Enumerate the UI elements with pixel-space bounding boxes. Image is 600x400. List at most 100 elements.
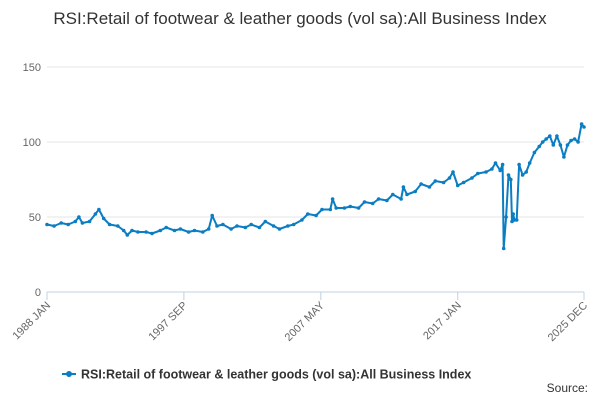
data-point: [517, 162, 521, 167]
data-point: [532, 150, 537, 155]
data-point: [500, 162, 505, 167]
chart-title: RSI:Retail of footwear & leather goods (…: [53, 9, 547, 28]
data-point: [509, 177, 513, 182]
data-point: [551, 143, 556, 147]
data-point: [158, 228, 163, 233]
data-point: [136, 230, 140, 234]
data-point: [243, 225, 248, 230]
data-point: [80, 221, 85, 225]
data-point: [501, 246, 506, 251]
series-layer: [45, 122, 586, 251]
source-label: Source:: [546, 381, 588, 395]
data-point: [562, 155, 566, 159]
data-point: [419, 182, 423, 186]
data-point: [215, 224, 219, 228]
data-point: [334, 206, 339, 210]
data-point: [520, 173, 525, 177]
data-point: [511, 212, 515, 216]
data-point: [447, 176, 452, 180]
data-point: [271, 224, 276, 228]
data-point: [328, 207, 333, 212]
data-point: [144, 230, 148, 234]
y-tick-label: 150: [23, 62, 41, 74]
data-point: [97, 207, 101, 212]
data-point: [490, 167, 494, 171]
data-point: [87, 219, 92, 224]
data-point: [362, 200, 367, 204]
data-point: [506, 173, 511, 177]
data-point: [52, 224, 56, 228]
data-point: [125, 233, 130, 237]
data-point: [376, 197, 381, 201]
data-point: [572, 137, 577, 141]
data-point: [59, 221, 63, 225]
data-point: [476, 171, 480, 176]
data-point: [548, 134, 552, 138]
data-point: [405, 192, 409, 197]
data-point: [493, 161, 498, 165]
data-point: [342, 206, 347, 210]
data-point: [306, 212, 310, 216]
data-point: [504, 215, 508, 219]
data-point: [107, 222, 112, 227]
data-point: [399, 197, 403, 201]
data-point: [221, 222, 225, 227]
data-point: [93, 212, 98, 216]
data-point: [77, 215, 81, 219]
y-axis: 0 50 100 150: [23, 62, 41, 299]
data-point: [45, 222, 49, 227]
y-tick-label: 50: [29, 212, 41, 224]
data-point: [427, 185, 432, 189]
data-point: [455, 183, 460, 188]
series-line: [46, 123, 585, 250]
x-tick-label: 2007 MAY: [283, 299, 328, 344]
data-point: [320, 207, 324, 212]
data-point: [385, 198, 389, 203]
data-point: [565, 143, 570, 147]
data-point: [569, 138, 573, 143]
data-point: [164, 225, 168, 230]
data-point: [391, 192, 395, 197]
data-point: [257, 225, 262, 230]
data-point: [484, 170, 488, 174]
data-point: [470, 176, 474, 180]
data-point: [101, 216, 106, 221]
data-point: [286, 224, 290, 228]
data-point: [461, 180, 466, 185]
data-point: [206, 227, 211, 231]
data-point: [210, 213, 214, 218]
data-point: [537, 144, 541, 149]
data-point: [116, 224, 120, 228]
data-point: [540, 140, 545, 144]
data-point: [524, 170, 528, 174]
data-point: [66, 222, 70, 227]
data-point: [514, 218, 519, 222]
x-axis: 1988 JAN 1997 SEP 2007 MAY 2017 JAN 2025 DEC: [10, 291, 590, 344]
data-point: [579, 122, 584, 126]
x-tick-label: 2025 DEC: [546, 300, 590, 344]
data-point: [249, 222, 253, 227]
data-point: [527, 161, 532, 165]
legend-label[interactable]: RSI:Retail of footwear & leather goods (…: [81, 368, 471, 382]
data-point: [348, 204, 353, 209]
data-point: [277, 227, 282, 231]
data-point: [433, 179, 438, 183]
data-point: [178, 227, 183, 231]
data-point: [451, 170, 455, 174]
legend[interactable]: RSI:Retail of footwear & leather goods (…: [62, 368, 471, 382]
data-point: [172, 228, 177, 233]
data-point: [441, 180, 446, 185]
data-point: [73, 219, 78, 224]
data-point: [130, 228, 134, 233]
data-point: [544, 137, 548, 141]
x-tick-label: 1988 JAN: [10, 300, 53, 343]
data-point: [229, 227, 233, 231]
data-point: [235, 224, 239, 228]
data-point: [576, 140, 580, 144]
x-tick-label: 1997 SEP: [147, 300, 191, 344]
data-point: [498, 168, 503, 173]
x-tick-label: 2017 JAN: [421, 300, 464, 343]
data-point: [201, 230, 205, 234]
data-point: [558, 143, 563, 147]
